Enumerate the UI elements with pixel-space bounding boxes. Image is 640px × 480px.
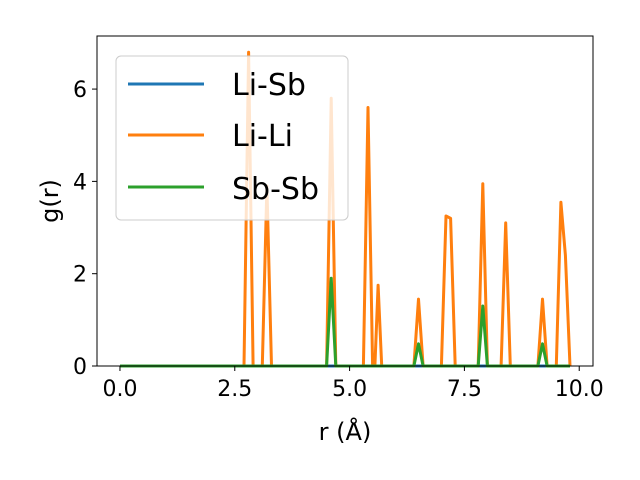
legend-box [115,55,349,221]
y-tick-label: 4 [73,170,87,195]
x-axis-label: r (Å) [319,417,372,446]
legend: Li-Sb Li-Li Sb-Sb [115,55,349,221]
legend-label-li-sb: Li-Sb [232,68,306,103]
x-axis-ticks: 0.0 2.5 5.0 7.5 10.0 [102,366,604,402]
x-tick-label: 2.5 [217,377,252,402]
x-tick-label: 7.5 [447,377,482,402]
y-axis-label: g(r) [36,179,64,223]
x-tick-label: 5.0 [332,377,367,402]
y-tick-label: 6 [73,78,87,103]
plot-frame [96,35,594,367]
legend-label-sb-sb: Sb-Sb [232,172,319,207]
y-tick-label: 0 [73,355,87,380]
y-tick-label: 2 [73,263,87,288]
x-tick-label: 10.0 [555,377,604,402]
x-tick-label: 0.0 [102,377,137,402]
series-line-li-li [120,50,572,368]
y-axis-ticks: 0 2 4 6 [73,78,97,380]
legend-label-li-li: Li-Li [232,119,293,154]
